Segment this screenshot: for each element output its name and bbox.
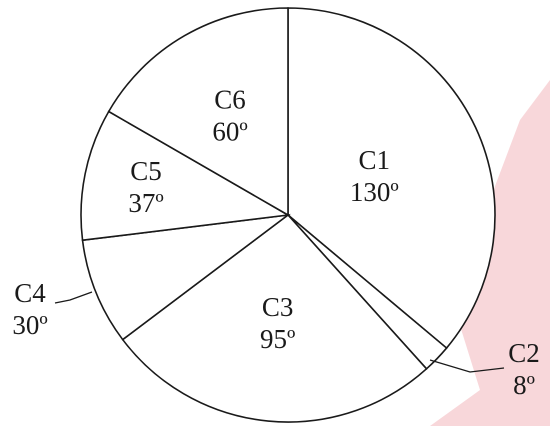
- slice-value-c2: 8º: [513, 370, 535, 400]
- pie-slice-c5: [80, 110, 291, 242]
- slice-label-c3: C3: [262, 292, 294, 322]
- leader-line-c4: [54, 291, 93, 304]
- pie-slice-c3: [121, 213, 428, 423]
- slice-label-c1: C1: [359, 145, 391, 175]
- slice-value-c6: 60º: [212, 117, 247, 147]
- pie-slice-c4: [81, 213, 291, 341]
- pie-slice-c6: [107, 7, 289, 217]
- slice-label-c2: C2: [508, 338, 540, 368]
- slice-value-c4: 30º: [12, 310, 47, 340]
- leader-lines: [54, 291, 505, 373]
- slice-value-c3: 95º: [260, 324, 295, 354]
- pie-slice-c1: [287, 7, 496, 350]
- pie-slices: [80, 7, 496, 423]
- slice-value-c1: 130º: [350, 177, 399, 207]
- leader-line-c2: [429, 359, 505, 373]
- slice-label-c6: C6: [214, 85, 246, 115]
- slice-label-c4: C4: [14, 278, 46, 308]
- slice-label-c5: C5: [130, 156, 162, 186]
- slice-value-c5: 37º: [128, 188, 163, 218]
